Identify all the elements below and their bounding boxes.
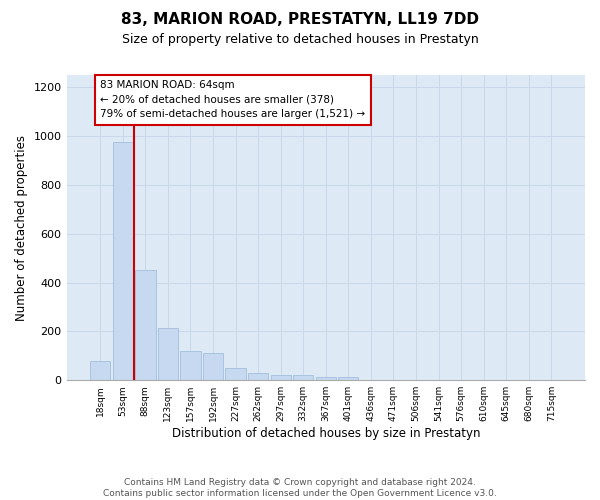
Bar <box>181 351 200 380</box>
Bar <box>338 378 358 380</box>
Bar <box>90 360 110 380</box>
Y-axis label: Number of detached properties: Number of detached properties <box>15 134 28 320</box>
Bar <box>226 368 246 380</box>
Bar <box>293 376 313 380</box>
Text: Contains HM Land Registry data © Crown copyright and database right 2024.
Contai: Contains HM Land Registry data © Crown c… <box>103 478 497 498</box>
Bar <box>316 377 336 380</box>
Bar <box>158 328 178 380</box>
Bar <box>203 354 223 380</box>
X-axis label: Distribution of detached houses by size in Prestatyn: Distribution of detached houses by size … <box>172 427 480 440</box>
Bar <box>113 142 133 380</box>
Bar <box>248 374 268 380</box>
Bar <box>135 270 155 380</box>
Text: Size of property relative to detached houses in Prestatyn: Size of property relative to detached ho… <box>122 32 478 46</box>
Text: 83 MARION ROAD: 64sqm
← 20% of detached houses are smaller (378)
79% of semi-det: 83 MARION ROAD: 64sqm ← 20% of detached … <box>100 80 365 120</box>
Text: 83, MARION ROAD, PRESTATYN, LL19 7DD: 83, MARION ROAD, PRESTATYN, LL19 7DD <box>121 12 479 28</box>
Bar <box>271 375 291 380</box>
